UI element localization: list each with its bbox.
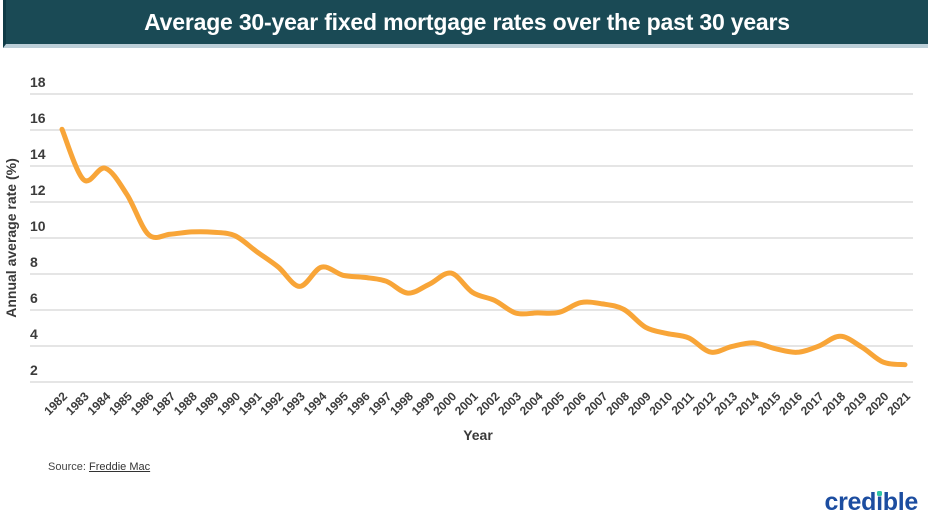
x-tick-label: 2017 xyxy=(798,389,827,418)
chart-title: Average 30-year fixed mortgage rates ove… xyxy=(144,8,790,35)
y-axis-tick-labels: 2 4 6 8 10 12 14 16 18 xyxy=(30,74,46,378)
source-label: Source: xyxy=(48,461,86,473)
x-tick-label: 2007 xyxy=(582,389,611,418)
x-tick-label: 2000 xyxy=(430,389,459,418)
x-tick-label: 2011 xyxy=(669,389,698,418)
x-tick-label: 2005 xyxy=(538,389,567,418)
x-tick-label: 2013 xyxy=(711,389,740,418)
y-tick-label: 10 xyxy=(30,218,46,234)
x-tick-label: 1990 xyxy=(214,389,243,418)
x-tick-label: 2014 xyxy=(733,389,762,418)
x-tick-label: 1985 xyxy=(106,389,135,418)
logo-text-post: ble xyxy=(882,488,919,516)
x-axis-title: Year xyxy=(463,427,493,443)
x-tick-label: 1991 xyxy=(236,389,265,418)
x-tick-label: 2002 xyxy=(474,389,503,418)
x-axis-tick-labels: 1982198319841985198619871988198919901991… xyxy=(41,389,913,418)
x-tick-label: 1994 xyxy=(301,389,330,418)
x-tick-label: 1984 xyxy=(85,389,114,418)
y-tick-label: 8 xyxy=(30,254,38,270)
x-tick-label: 1983 xyxy=(63,389,92,418)
x-tick-label: 2021 xyxy=(884,389,913,418)
x-tick-label: 1999 xyxy=(409,389,438,418)
x-tick-label: 1998 xyxy=(387,389,416,418)
y-tick-label: 18 xyxy=(30,74,46,90)
logo-letter-i: ı xyxy=(876,488,883,516)
y-axis-title: Annual average rate (%) xyxy=(3,158,19,318)
source-link[interactable]: Freddie Mac xyxy=(88,461,151,473)
credible-logo: credı ble xyxy=(825,488,919,517)
chart-title-bar: Average 30-year fixed mortgage rates ove… xyxy=(3,0,928,48)
x-tick-label: 2019 xyxy=(841,389,870,418)
y-tick-label: 2 xyxy=(30,362,38,378)
x-tick-label: 1992 xyxy=(257,389,286,418)
x-tick-label: 1987 xyxy=(149,389,178,418)
x-tick-label: 1996 xyxy=(344,389,373,418)
gridlines xyxy=(30,93,913,383)
x-tick-label: 1995 xyxy=(322,389,351,418)
x-tick-label: 2009 xyxy=(625,389,654,418)
y-tick-label: 6 xyxy=(30,290,38,306)
x-tick-label: 1982 xyxy=(41,389,70,418)
y-tick-label: 16 xyxy=(30,110,46,126)
x-tick-label: 2010 xyxy=(647,389,676,418)
x-tick-label: 2012 xyxy=(690,389,719,418)
x-tick-label: 2004 xyxy=(517,389,546,418)
x-tick-label: 2008 xyxy=(603,389,632,418)
x-tick-label: 2016 xyxy=(776,389,805,418)
y-tick-label: 4 xyxy=(30,326,38,342)
x-tick-label: 2018 xyxy=(819,389,848,418)
source-attribution: Source: Freddie Mac xyxy=(48,461,150,473)
x-tick-label: 1997 xyxy=(366,389,395,418)
x-tick-label: 2003 xyxy=(495,389,524,418)
x-tick-label: 2001 xyxy=(452,389,481,418)
x-tick-label: 1988 xyxy=(171,389,200,418)
rate-line-series xyxy=(59,126,908,368)
x-tick-label: 2020 xyxy=(863,389,892,418)
y-tick-label: 14 xyxy=(30,146,46,162)
y-tick-label: 12 xyxy=(30,182,46,198)
logo-green-dot-icon xyxy=(877,491,883,496)
x-tick-label: 2015 xyxy=(755,389,784,418)
logo-text-pre: cred xyxy=(824,488,877,516)
x-tick-label: 1986 xyxy=(128,389,157,418)
x-tick-label: 1989 xyxy=(193,389,222,418)
x-tick-label: 1993 xyxy=(279,389,308,418)
x-tick-label: 2006 xyxy=(560,389,589,418)
